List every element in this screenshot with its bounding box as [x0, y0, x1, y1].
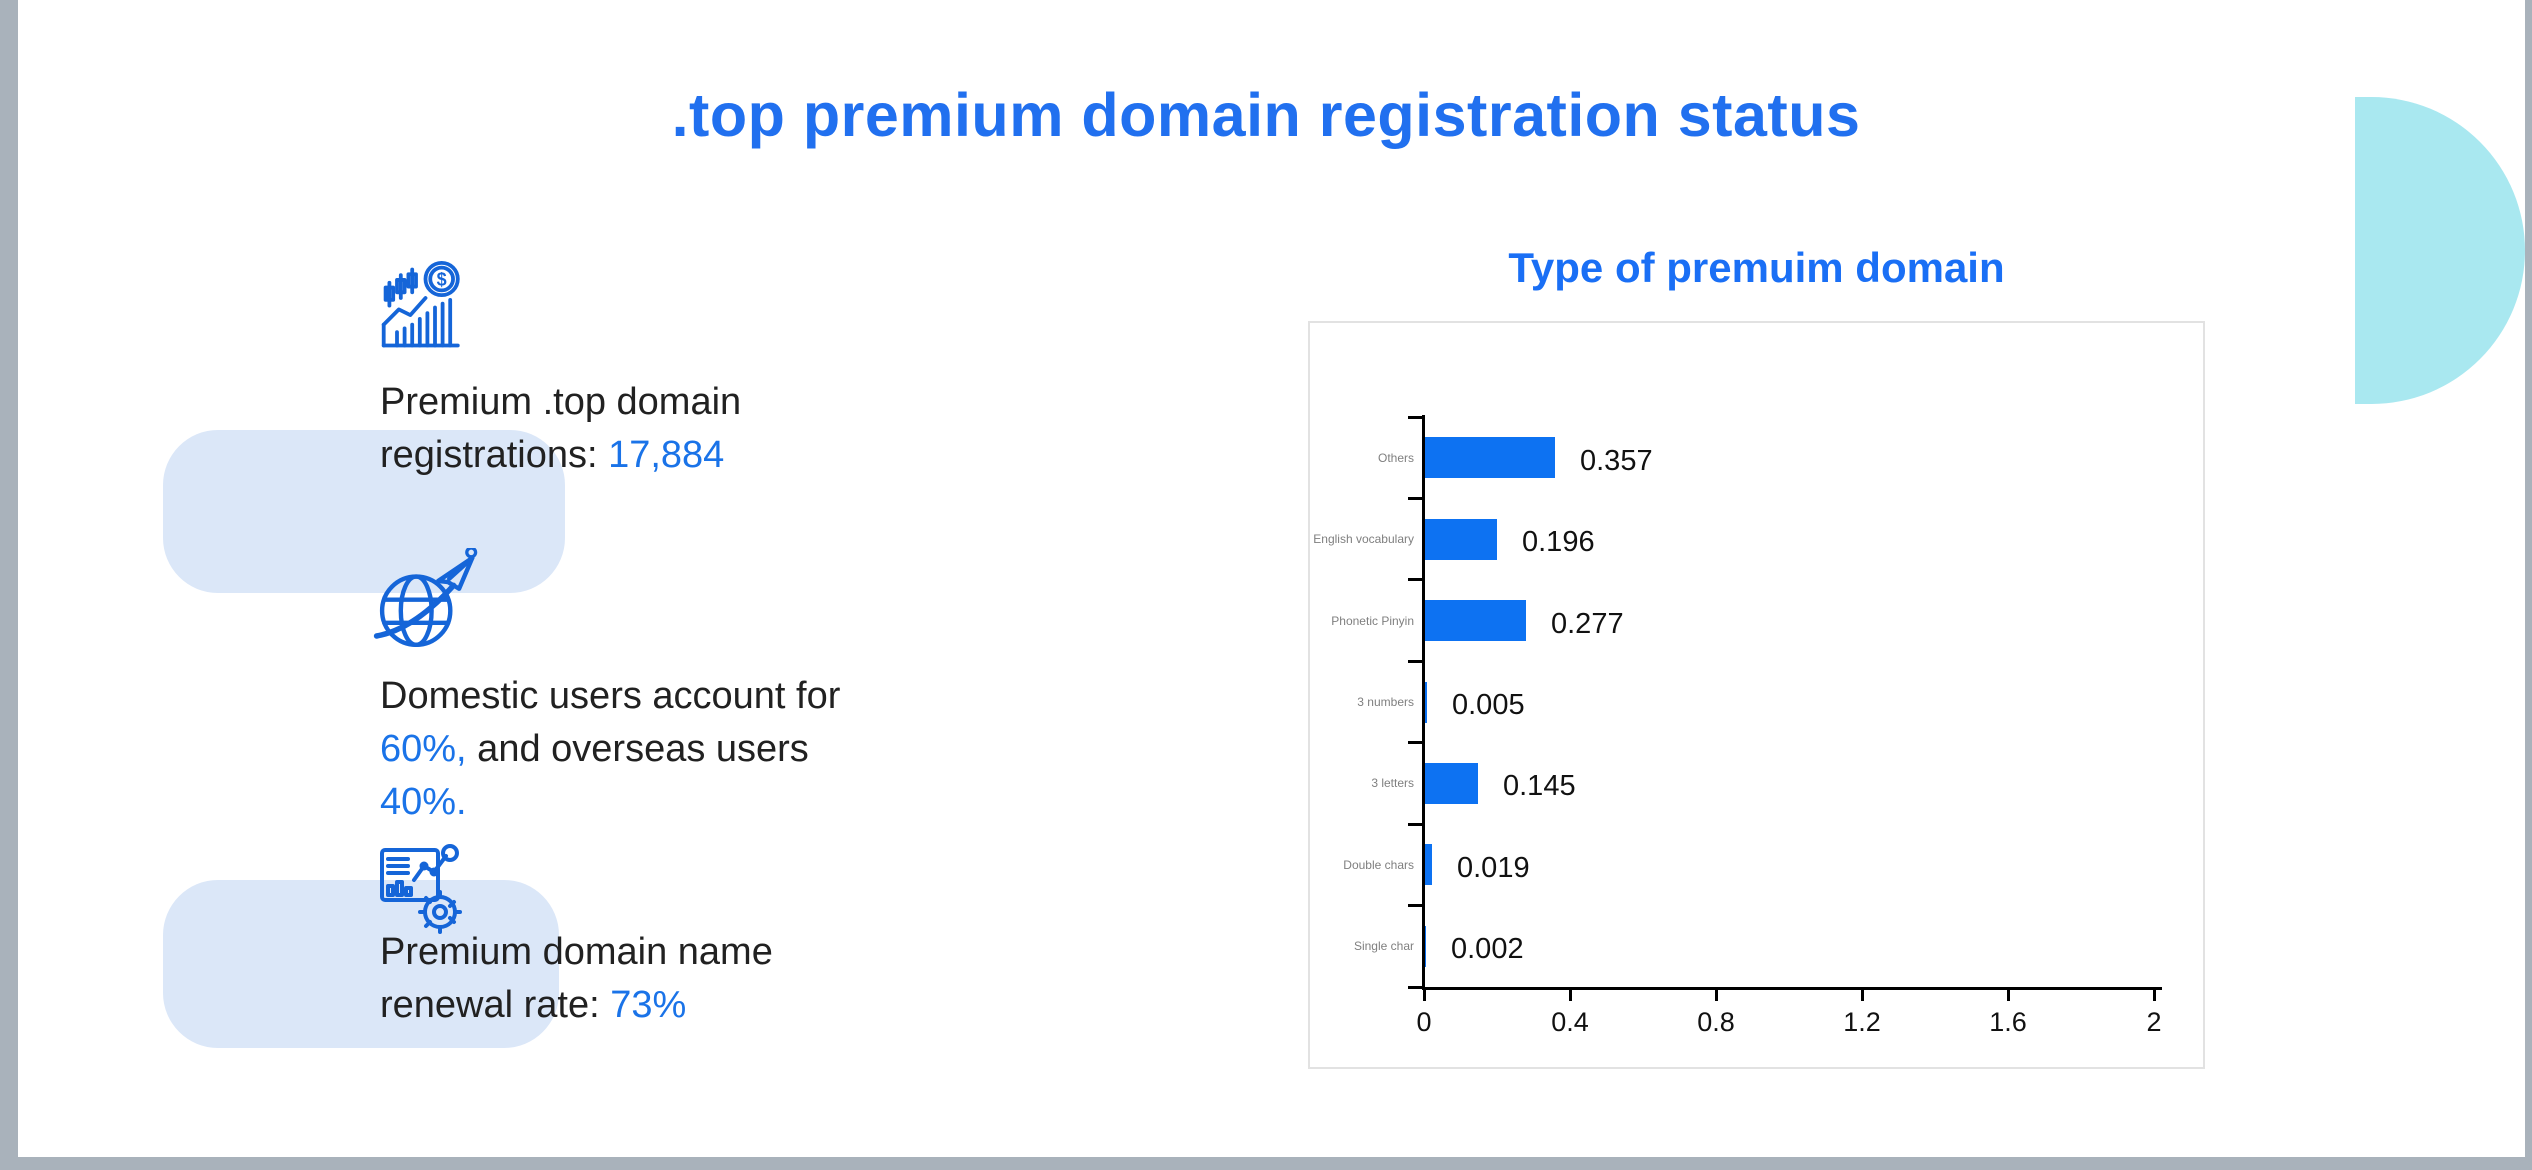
stat-line: registrations: 17,884	[380, 429, 741, 482]
stat-line: Premium domain name	[380, 926, 773, 979]
stat-line: Domestic users account for	[380, 670, 840, 723]
category-label: Double chars	[1343, 857, 1414, 872]
category-label: 3 letters	[1371, 776, 1414, 791]
stat-line: renewal rate: 73%	[380, 979, 773, 1032]
stat-label: and overseas users	[466, 728, 809, 770]
stat-label: renewal rate:	[380, 984, 611, 1026]
y-axis-tick	[1408, 659, 1422, 663]
y-axis-tick	[1408, 985, 1422, 989]
stat-label: Premium .top domain	[380, 381, 742, 423]
x-axis-tick-label: 0.4	[1551, 1007, 1589, 1037]
bar-english-vocabulary	[1425, 518, 1497, 560]
stat-label: registrations:	[380, 434, 609, 476]
x-axis-tick-label: 0.8	[1697, 1007, 1735, 1037]
bar-value-label: 0.005	[1452, 689, 1525, 721]
x-axis-tick	[1568, 987, 1572, 1001]
category-label: Single char	[1353, 939, 1414, 954]
x-axis-tick	[2006, 987, 2010, 1001]
stat-value: 40%.	[380, 781, 467, 823]
category-label: 3 numbers	[1357, 695, 1414, 709]
stat-renewal-rate: Premium domain name renewal rate: 73%	[380, 926, 773, 1032]
y-axis-tick	[1408, 822, 1422, 826]
y-axis-tick	[1408, 741, 1422, 745]
window-edge-left	[0, 0, 18, 1170]
stat-registrations: Premium .top domain registrations: 17,884	[380, 376, 741, 482]
window-edge-bottom	[0, 1157, 2532, 1170]
stat-value: 17,884	[608, 434, 725, 476]
chart-title: Type of premuim domain	[1508, 244, 2005, 291]
stat-label: Domestic users account for	[380, 675, 841, 717]
stat-line: 40%.	[380, 776, 840, 829]
stat-value: 60%,	[380, 728, 467, 770]
y-axis-line	[1422, 415, 1425, 990]
bar-single-char	[1425, 925, 1426, 967]
stat-line: Premium .top domain	[380, 376, 741, 429]
stat-user-split: Domestic users account for 60%, and overs…	[380, 670, 840, 829]
analytics-gear-icon	[376, 840, 476, 940]
stat-label: Premium domain name	[380, 931, 773, 973]
bar-value-label: 0.196	[1522, 526, 1595, 559]
bar-chart-panel: 0.357 Others 0.196 English vocabulary 0.277 P…	[1308, 321, 2205, 1069]
svg-text:$: $	[437, 270, 447, 290]
page-title: .top premium domain registration status	[671, 81, 1861, 149]
category-label: English vocabulary	[1313, 532, 1414, 547]
x-axis-tick	[1714, 987, 1718, 1001]
x-axis-tick	[2152, 987, 2156, 1001]
y-axis-tick	[1408, 415, 1422, 419]
bar-phonetic-pinyin	[1425, 600, 1526, 642]
y-axis-tick	[1408, 904, 1422, 908]
category-label: Others	[1377, 450, 1414, 465]
bar-value-label: 0.277	[1551, 607, 1624, 640]
stat-value: 73%	[610, 984, 687, 1026]
bar-3-numbers	[1425, 681, 1427, 723]
globe-plane-icon	[370, 548, 480, 658]
window-edge-right	[2525, 0, 2532, 1170]
x-axis-tick-label: 2	[2146, 1007, 2162, 1037]
bar-3-letters	[1425, 762, 1478, 804]
stat-line: 60%, and overseas users	[380, 723, 840, 776]
bar-value-label: 0.002	[1451, 933, 1524, 966]
y-axis-tick	[1408, 496, 1422, 500]
y-axis-tick	[1408, 578, 1422, 582]
category-label: Phonetic Pinyin	[1331, 613, 1414, 628]
x-axis-tick	[1422, 987, 1426, 1001]
bar-double-chars	[1425, 844, 1432, 886]
deco-rounded-rect-top	[163, 430, 565, 593]
bar-value-label: 0.357	[1580, 444, 1653, 477]
x-axis-tick-label: 1.2	[1843, 1007, 1881, 1037]
bar-value-label: 0.019	[1457, 851, 1530, 884]
x-axis-tick-label: 0	[1416, 1007, 1432, 1037]
bar-value-label: 0.145	[1503, 770, 1576, 803]
finance-growth-icon: $	[378, 260, 473, 355]
x-axis-line	[1422, 987, 2162, 990]
bar-others	[1425, 437, 1555, 479]
x-axis-tick	[1860, 987, 1864, 1001]
x-axis-tick-label: 1.6	[1989, 1007, 2027, 1037]
deco-rounded-rect-bottom	[163, 880, 559, 1048]
